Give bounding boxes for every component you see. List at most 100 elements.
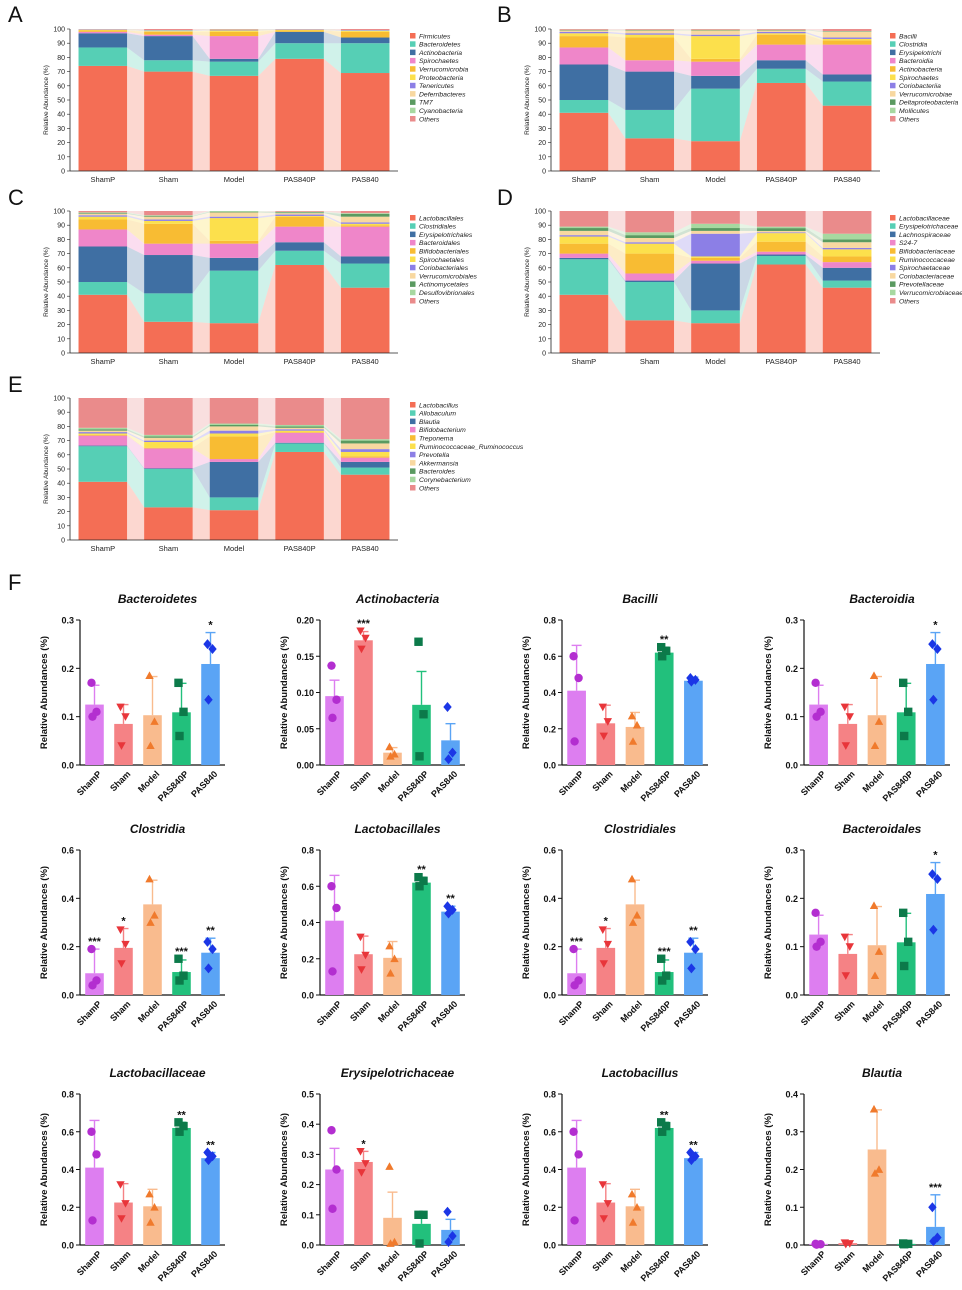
bar-segment-bacteroidia-model (691, 61, 740, 76)
connector-band-clostridia (674, 88, 692, 142)
bar-segment-s24-7-sham (625, 273, 675, 281)
connector-band-proteobacteria (127, 29, 145, 32)
y-tick-label: 0.5 (301, 1090, 314, 1100)
legend-label-clostridiales: Clostridiales (419, 224, 457, 231)
data-point (87, 944, 96, 954)
connector-band-verrucomicrobiaceae (739, 223, 757, 229)
bar-segment-coriobacteriaceae-pas840 (822, 242, 872, 248)
y-tick-label: 0.3 (61, 616, 74, 626)
y-tick-label: 0.1 (301, 1210, 314, 1220)
bar-chart-clostridiales: Clostridiales 0.0 0.2 0.4 0.6 Relative Abunda… (521, 822, 708, 1033)
y-tick-label: 70 (538, 251, 546, 258)
bar-segment-lachnospiraceae-shamp (559, 257, 609, 260)
bar-segment-allobaculum-pas840 (340, 467, 390, 475)
y-tick-label: 20 (57, 140, 65, 147)
connector-band-bacteroidia (674, 60, 692, 76)
connector-band-coriobacteriaceae (674, 230, 692, 243)
data-point (146, 741, 155, 750)
connector-band-bifidobacteriaceae (674, 253, 692, 274)
data-point (569, 1127, 578, 1136)
connector-band-clostridiales (323, 250, 341, 288)
bar-segment-verrucomicrobia-pas840 (340, 31, 390, 38)
legend-swatch (410, 49, 416, 56)
data-point (869, 901, 879, 909)
bar-segment-verrucomicrobiae-shamp (559, 30, 609, 32)
x-tick-label: ShamP (799, 999, 828, 1028)
bar-segment-prevotella-pas840p (275, 429, 324, 431)
data-point (574, 673, 583, 683)
connector-band-proteobacteria (192, 30, 210, 32)
connector-band-coriobacteriales (192, 216, 210, 221)
bar-segment-lactobacillus-pas840p (275, 451, 324, 540)
bar-segment-coriobacteriaceae-shamp (559, 230, 609, 236)
legend-swatch (890, 289, 896, 296)
legend-swatch (890, 57, 896, 64)
x-tick-label: PAS840 (352, 357, 379, 366)
data-point (603, 940, 612, 949)
y-tick-label: 0.4 (61, 1165, 74, 1175)
x-tick-label: Model (376, 769, 401, 794)
data-point (899, 678, 908, 688)
data-point (121, 1200, 130, 1208)
bar-segment-s24-7-pas840 (822, 262, 872, 268)
x-tick-label: PAS840P (639, 769, 674, 804)
x-tick-label: Sham (348, 1249, 372, 1273)
bar-segment-prevotella-sham (144, 440, 193, 443)
data-point (357, 966, 366, 974)
bar-pas840p (654, 1127, 674, 1245)
chart-title: Lactobacillales (354, 822, 440, 836)
data-point (146, 918, 155, 926)
significance-label: ** (689, 925, 698, 937)
significance-label: ** (660, 1109, 669, 1121)
connector-band-firmicutes (258, 58, 276, 171)
bar-segment-bacilli-pas840 (822, 105, 872, 171)
bar-segment-spirochaetaceae-shamp (559, 235, 609, 237)
bar-segment-coriobacteriia-sham (625, 33, 675, 35)
bar-segment-bifidobacterium-sham (144, 448, 193, 469)
bar-segment-verrucomicrobia-sham (144, 31, 193, 35)
legend-swatch (890, 49, 896, 56)
connector-band-prevotella (127, 432, 145, 443)
y-tick-label: 40 (538, 112, 546, 119)
bar-chart-clostridia: Clostridia 0.0 0.2 0.4 0.6 Relative Abundance… (39, 822, 225, 1033)
bar-model (383, 1217, 402, 1245)
bar-segment-ruminococcaceae-pas840p (756, 233, 806, 242)
data-point (662, 646, 671, 656)
bar-segment-actinobacteria-pas840 (340, 37, 390, 44)
data-point (900, 961, 909, 971)
bar-segment-spirochaetes-pas840 (822, 38, 872, 41)
legend-swatch (890, 107, 896, 114)
connector-band-others (192, 211, 210, 216)
bar-segment-coriobacteriales-pas840p (275, 214, 324, 216)
connector-band-deltaproteobacteria (805, 29, 823, 32)
legend-label-erysipelotrichaceae: Erysipelotrichaceae (899, 224, 959, 231)
y-axis-label: Relative Abundances (%) (521, 866, 532, 979)
x-tick-label: ShamP (90, 357, 115, 366)
data-point (204, 1155, 213, 1166)
bar-segment-erysipelotrichi-model (691, 75, 740, 89)
legend-label-lactobacillus: Lactobacillus (419, 402, 459, 409)
legend-swatch (890, 256, 896, 262)
data-point (361, 634, 370, 643)
x-tick-label: PAS840 (834, 357, 861, 366)
connector-band-spirochaetales (258, 215, 276, 241)
legend-label-spirochaetales: Spirochaetales (419, 257, 465, 264)
bar-shamp (325, 696, 344, 765)
data-point (356, 627, 365, 636)
bar-sham (114, 1202, 133, 1245)
bar-segment-proteobacteria-pas840 (340, 30, 390, 32)
y-tick-label: 0.3 (785, 616, 798, 626)
legend-swatch (890, 33, 896, 39)
connector-band-spirochaetes (674, 34, 692, 59)
x-tick-label: Sham (108, 999, 132, 1023)
y-tick-label: 50 (538, 280, 546, 287)
data-point (116, 703, 125, 712)
bar-sham (596, 723, 616, 765)
connector-band-prevotellaceae (805, 228, 823, 243)
legend-swatch (410, 223, 416, 229)
bar-segment-lactobacillales-pas840 (340, 287, 390, 353)
significance-label: ** (417, 864, 426, 876)
legend-label-desulfovibrionales: Desulfovibrionales (419, 290, 475, 297)
x-tick-label: PAS840 (352, 544, 379, 553)
data-point (691, 944, 700, 955)
